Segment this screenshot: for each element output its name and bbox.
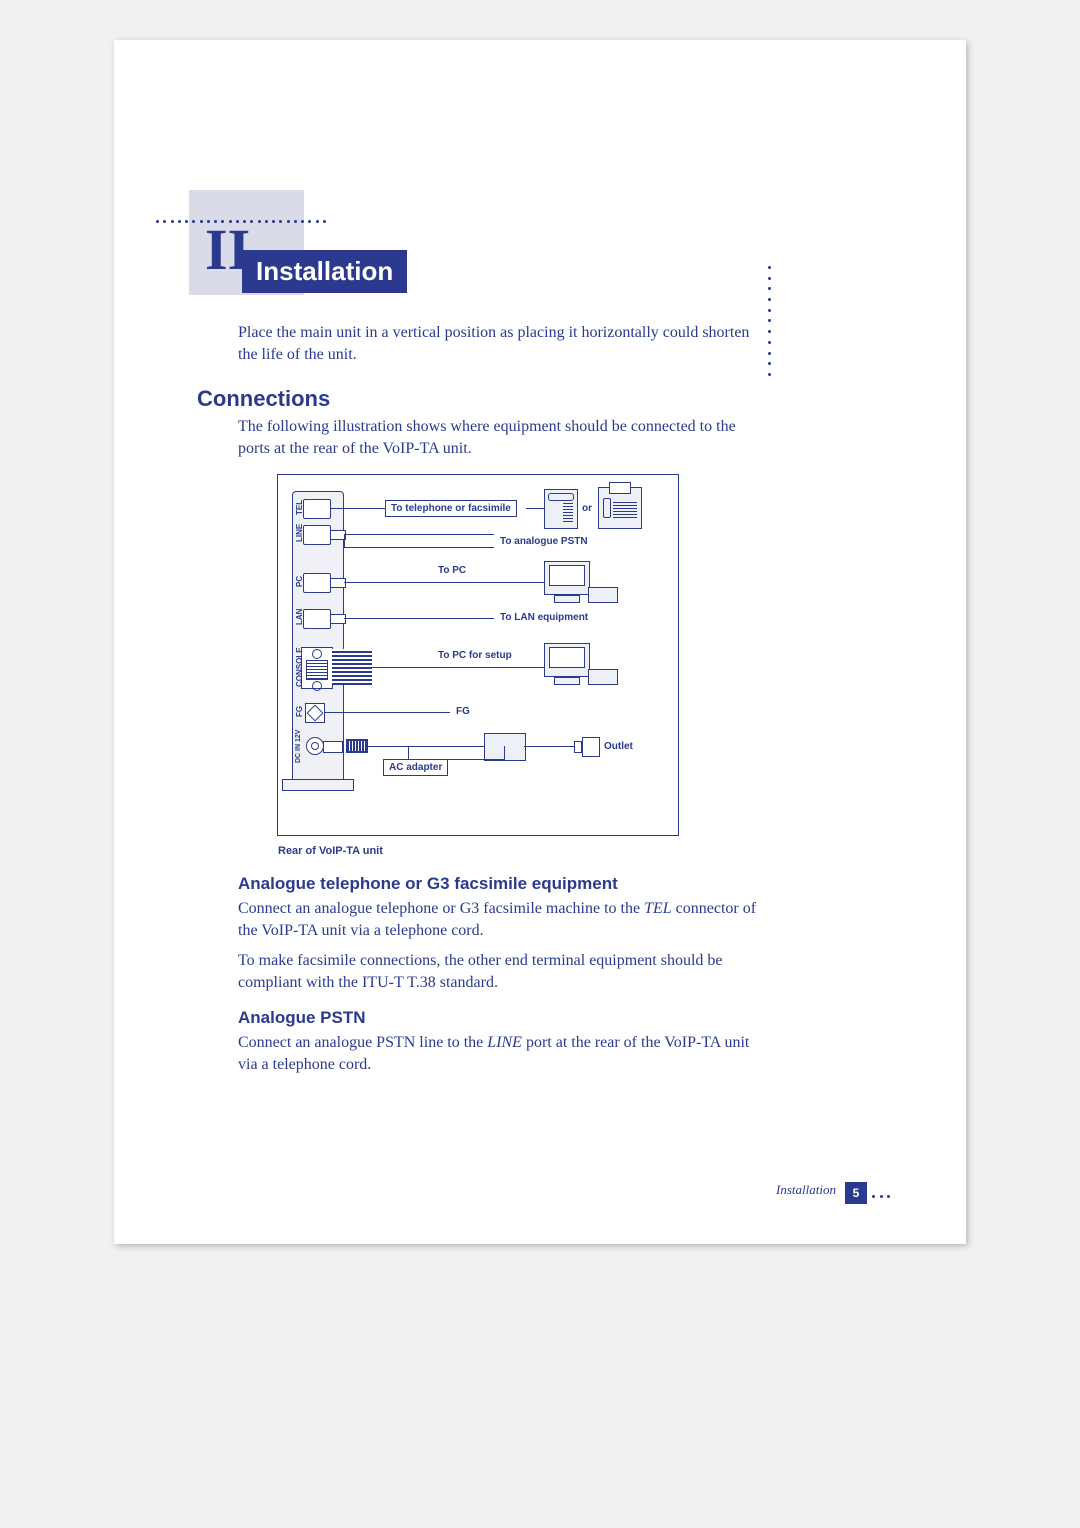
paragraph-connections: The following illustration shows where e… (238, 416, 758, 459)
db9-connector-icon (332, 649, 372, 685)
port-console (301, 647, 333, 689)
pc-base-icon (554, 595, 580, 603)
port-label-tel: TEL (295, 495, 305, 519)
outlet-icon (582, 737, 600, 757)
paragraph-analogue-tel-2: To make facsimile connections, the other… (238, 950, 768, 993)
label-pstn: To analogue PSTN (500, 536, 588, 547)
label-outlet: Outlet (604, 741, 633, 752)
port-label-pc: PC (295, 571, 305, 591)
intro-paragraph: Place the main unit in a vertical positi… (238, 322, 758, 365)
footer-page-number: 5 (845, 1182, 867, 1204)
label-pc: To PC (438, 565, 466, 576)
paragraph-analogue-tel-1: Connect an analogue telephone or G3 facs… (238, 898, 758, 941)
keyboard2-icon (588, 669, 618, 685)
wire-tel-r (526, 508, 544, 509)
keyboard-icon (588, 587, 618, 603)
label-fg: FG (456, 706, 470, 717)
em-tel: TEL (644, 900, 672, 917)
wire-dc-1 (368, 746, 484, 747)
label-console: To PC for setup (438, 650, 512, 661)
text-run: Connect an analogue telephone or G3 facs… (238, 900, 644, 917)
connections-diagram: TEL LINE PC LAN CONSOLE FG DC IN 12V To … (277, 474, 679, 836)
phone-icon (544, 489, 578, 529)
port-label-lan: LAN (295, 605, 305, 629)
dc-plug-icon (323, 741, 343, 753)
text-run: Connect an analogue PSTN line to the (238, 1034, 487, 1051)
port-tel (303, 499, 331, 519)
voip-unit-base (282, 779, 354, 791)
port-line (303, 525, 331, 545)
pc2-base-icon (554, 677, 580, 685)
wire-lan (344, 618, 494, 619)
port-dc (306, 737, 324, 755)
pc-icon (544, 561, 590, 595)
chapter-title: Installation (242, 250, 407, 293)
diagram-caption: Rear of VoIP-TA unit (278, 845, 383, 857)
wire-console (372, 667, 544, 668)
label-tel: To telephone or facsimile (385, 500, 517, 517)
plug-lan (330, 614, 346, 624)
ac-prong-icon (574, 741, 582, 753)
port-pc (303, 573, 331, 593)
plug-pc (330, 578, 346, 588)
wire-dc-2 (524, 746, 574, 747)
em-line: LINE (487, 1034, 522, 1051)
footer-dots (872, 1195, 890, 1198)
port-label-console: CONSOLE (295, 645, 305, 689)
ferrite-icon (346, 739, 368, 753)
heading-analogue-pstn: Analogue PSTN (238, 1008, 366, 1028)
port-label-line: LINE (295, 521, 305, 545)
paragraph-analogue-pstn: Connect an analogue PSTN line to the LIN… (238, 1032, 768, 1075)
wire-fg (324, 712, 450, 713)
footer-section: Installation (776, 1182, 836, 1198)
ac-adapter-icon (484, 733, 526, 761)
wire-pc (344, 582, 544, 583)
document-page: II Installation Place the main unit in a… (114, 40, 966, 1244)
port-label-dc: DC IN 12V (295, 729, 305, 763)
label-ac-adapter: AC adapter (383, 759, 448, 776)
label-lan: To LAN equipment (500, 612, 588, 623)
port-fg (305, 703, 325, 723)
heading-analogue-tel: Analogue telephone or G3 facsimile equip… (238, 874, 618, 894)
port-label-fg: FG (295, 701, 305, 721)
fax-icon (598, 487, 642, 529)
label-or: or (582, 503, 592, 514)
pc2-icon (544, 643, 590, 677)
wire-line (344, 534, 494, 535)
port-lan (303, 609, 331, 629)
margin-dots (768, 266, 771, 376)
heading-connections: Connections (197, 386, 330, 412)
wire-tel (330, 508, 385, 509)
